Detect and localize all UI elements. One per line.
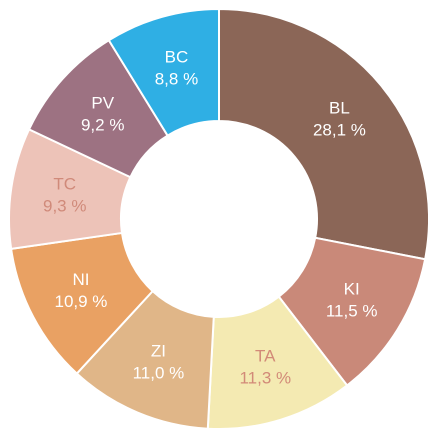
slice-value-label: 9,2 %	[81, 115, 124, 134]
slice-value-label: 11,0 %	[133, 363, 185, 382]
slice-label: PV	[91, 93, 114, 112]
slice-value-label: 28,1 %	[313, 120, 366, 139]
slice-value-label: 9,3 %	[43, 196, 86, 215]
slice-label: NI	[72, 270, 89, 289]
slice-label: ZI	[151, 341, 166, 360]
slice-label: TC	[53, 174, 76, 193]
slice-label: TA	[255, 346, 276, 365]
slice-label: BL	[329, 98, 350, 117]
slice-value-label: 8,8 %	[155, 69, 198, 88]
donut-slice	[218, 7, 428, 261]
slice-label: KI	[344, 280, 360, 299]
slice-value-label: 11,5 %	[326, 302, 378, 321]
slice-value-label: 11,3 %	[239, 368, 291, 387]
donut-slice	[107, 7, 220, 137]
slice-value-label: 10,9 %	[55, 292, 108, 311]
slice-label: BC	[165, 47, 189, 66]
